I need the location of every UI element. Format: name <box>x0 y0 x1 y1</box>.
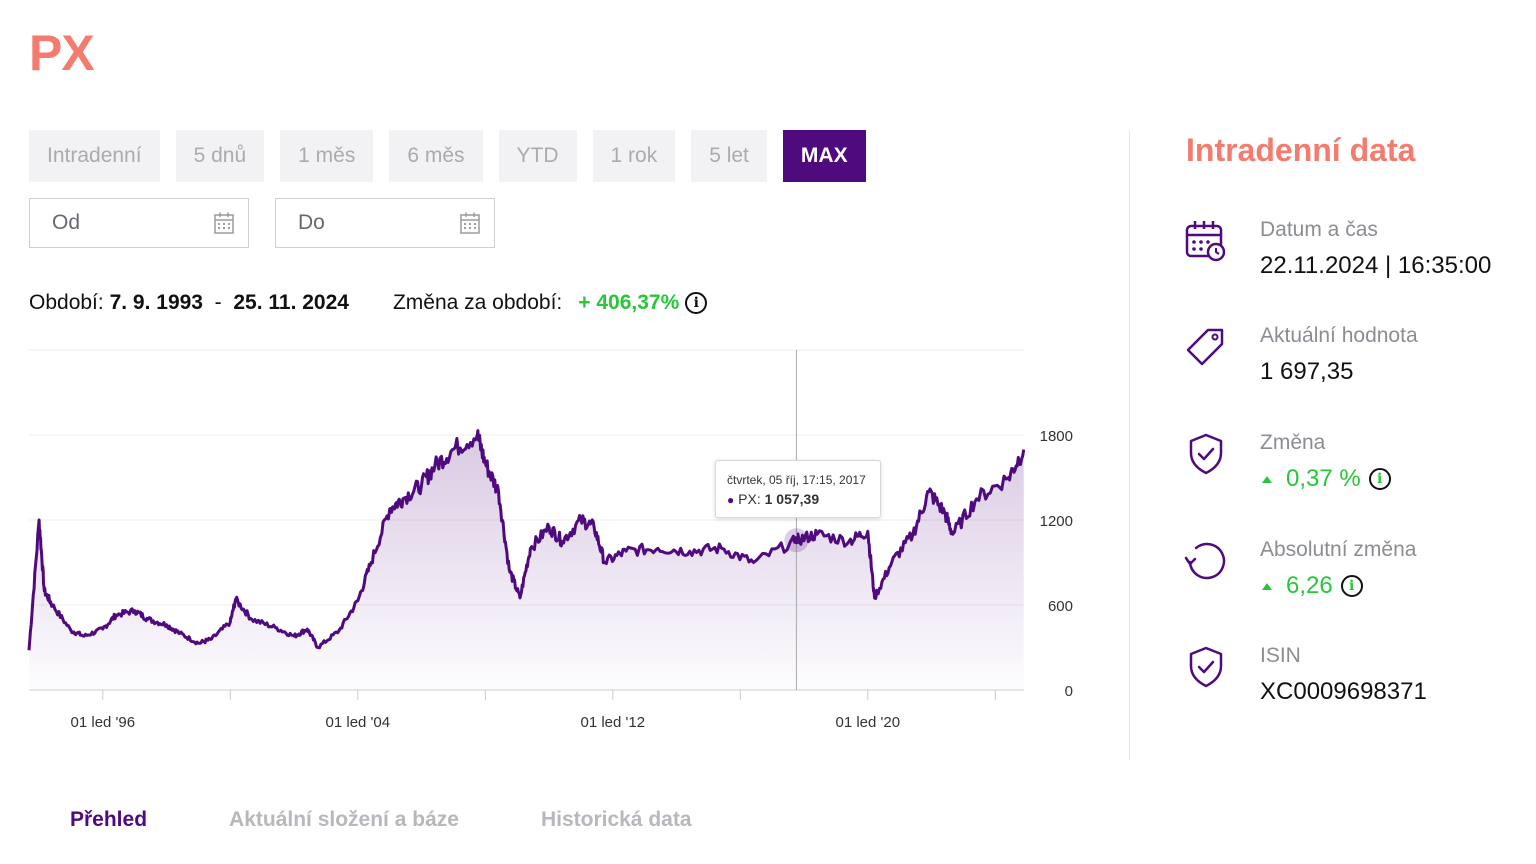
tab-overview[interactable]: Přehled <box>70 808 148 831</box>
absolute-change-label: Absolutní změna <box>1260 538 1417 561</box>
tab-composition[interactable]: Aktuální složení a báze <box>229 808 459 831</box>
datetime-label: Datum a čas <box>1260 218 1378 241</box>
panel-divider <box>1129 130 1130 760</box>
shield-check-icon <box>1189 646 1223 688</box>
range-button-6m[interactable]: 6 měs <box>389 130 483 182</box>
price-tag-icon <box>1186 328 1224 366</box>
up-arrow-icon <box>1262 475 1272 483</box>
isin-value: XC0009698371 <box>1260 678 1427 705</box>
refresh-icon <box>1184 542 1226 580</box>
tooltip-series: PX: <box>738 491 761 507</box>
x-tick-label: 01 led '04 <box>326 714 391 731</box>
tooltip-date: čtvrtek, 05 říj, 17:15, 2017 <box>727 473 866 487</box>
period-from: 7. 9. 1993 <box>109 291 203 314</box>
range-button-group: Intradenní 5 dnů 1 měs 6 měs YTD 1 rok 5… <box>29 130 866 182</box>
side-item-absolute-change: Absolutní změna 6,26 i <box>1184 538 1534 618</box>
change-percent: 0,37 % <box>1286 465 1361 492</box>
absolute-change-row: 6,26 i <box>1260 572 1363 600</box>
datetime-value: 22.11.2024 | 16:35:00 <box>1260 252 1492 279</box>
tooltip-value: 1 057,39 <box>764 491 820 507</box>
calendar-clock-icon <box>1185 221 1226 262</box>
range-button-5d[interactable]: 5 dnů <box>175 130 265 182</box>
date-from-placeholder: Od <box>52 211 81 234</box>
y-tick-label: 1200 <box>1040 513 1073 530</box>
series-area <box>29 430 1024 690</box>
range-button-5y[interactable]: 5 let <box>691 130 767 182</box>
x-tick-label: 01 led '20 <box>835 714 900 731</box>
side-item-change: Změna 0,37 % i <box>1184 431 1534 511</box>
x-tick-label: 01 led '12 <box>581 714 646 731</box>
y-tick-label: 0 <box>1065 683 1073 700</box>
range-button-intraday[interactable]: Intradenní <box>29 130 160 182</box>
info-icon[interactable]: i <box>685 292 708 314</box>
isin-label: ISIN <box>1260 644 1301 667</box>
period-separator: - <box>214 291 222 314</box>
absolute-change-value: 6,26 <box>1286 572 1333 599</box>
date-to-placeholder: Do <box>298 211 325 234</box>
period-to: 25. 11. 2024 <box>233 291 349 314</box>
calendar-icon[interactable] <box>460 212 480 234</box>
tooltip-dot: ● <box>727 493 735 507</box>
calendar-icon[interactable] <box>214 212 234 234</box>
side-item-current-value: Aktuální hodnota 1 697,35 <box>1184 324 1534 404</box>
bottom-tabs: Přehled Aktuální složení a báze Historic… <box>70 808 692 832</box>
range-button-max[interactable]: MAX <box>782 130 866 182</box>
date-to-field[interactable]: Do <box>275 198 495 248</box>
range-button-ytd[interactable]: YTD <box>498 130 577 182</box>
current-value: 1 697,35 <box>1260 358 1354 385</box>
info-icon[interactable]: i <box>1340 575 1363 597</box>
change-value-row: 0,37 % i <box>1260 465 1391 493</box>
change-label: Změna <box>1260 431 1326 454</box>
y-tick-label: 600 <box>1048 598 1073 615</box>
y-tick-label: 1800 <box>1040 428 1073 445</box>
up-arrow-icon <box>1262 582 1272 590</box>
series-line <box>27 429 1026 651</box>
period-summary: Období: 7. 9. 1993 - 25. 11. 2024 Změna … <box>29 291 708 315</box>
side-item-isin: ISIN XC0009698371 <box>1184 644 1534 724</box>
change-value: + 406,37% <box>578 291 680 314</box>
chart-tooltip: čtvrtek, 05 říj, 17:15, 2017 ● PX: 1 057… <box>715 460 881 518</box>
page-title: PX <box>29 25 95 81</box>
chart-svg[interactable]: 0 600 1200 1800 01 led '96 01 led '04 01 led '… <box>0 340 1100 740</box>
price-chart[interactable]: 0 600 1200 1800 01 led '96 01 led '04 01 led '… <box>0 340 1100 740</box>
current-value-label: Aktuální hodnota <box>1260 324 1418 347</box>
side-panel-title: Intradenní data <box>1186 132 1416 168</box>
tab-historical-data[interactable]: Historická data <box>540 808 692 831</box>
period-label: Období: <box>29 291 104 314</box>
range-button-1y[interactable]: 1 rok <box>592 130 676 182</box>
info-icon[interactable]: i <box>1368 468 1391 490</box>
date-from-field[interactable]: Od <box>29 198 249 248</box>
shield-check-icon <box>1189 433 1223 475</box>
x-tick-label: 01 led '96 <box>71 714 136 731</box>
range-button-1m[interactable]: 1 měs <box>280 130 374 182</box>
side-item-datetime: Datum a čas 22.11.2024 | 16:35:00 <box>1184 218 1534 298</box>
change-label: Změna za období: <box>392 291 563 314</box>
hover-point <box>792 536 801 545</box>
